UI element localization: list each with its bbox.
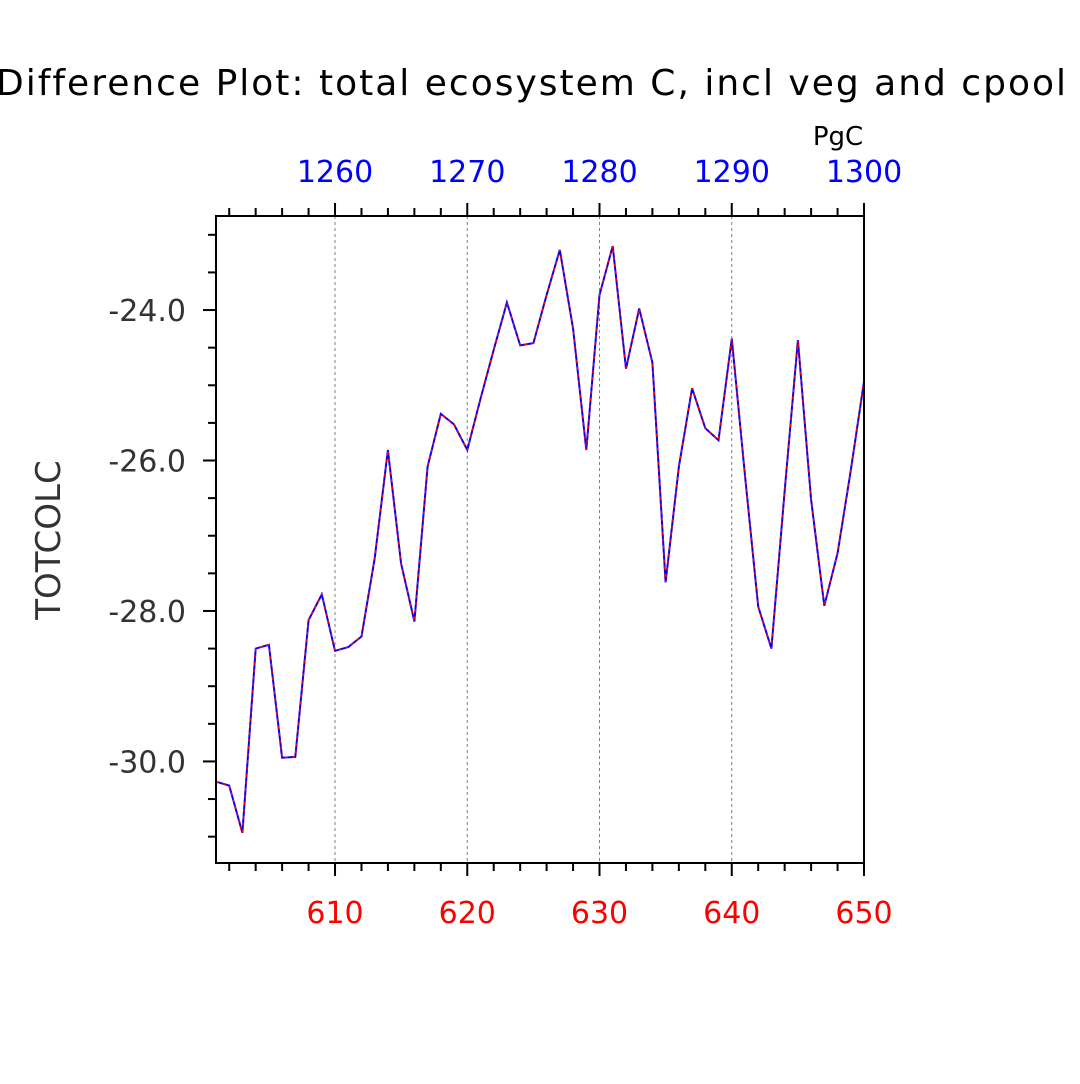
plot-frame (215, 215, 865, 864)
x-tick-label: 640 (703, 896, 760, 931)
top-x-tick-label: 1290 (694, 155, 770, 190)
series-line-overlay (215, 245, 865, 834)
x-tick-label: 620 (439, 896, 496, 931)
x-tick-label: 610 (306, 896, 363, 931)
top-x-tick-label: 1280 (561, 155, 637, 190)
chart-title: Difference Plot: total ecosystem C, incl… (0, 63, 1068, 104)
x-tick-label: 630 (571, 896, 628, 931)
x-tick-label: 650 (835, 896, 892, 931)
top-x-tick-label: 1270 (429, 155, 505, 190)
y-tick-label: -28.0 (108, 595, 186, 630)
tick-labels: 610 620 630 640 650 1260 1270 1280 1290 1300 -24.0… (108, 155, 902, 931)
y-tick-label: -30.0 (108, 745, 186, 780)
top-x-tick-label: 1260 (297, 155, 373, 190)
y-tick-label: -24.0 (108, 294, 186, 329)
grid-lines (334, 216, 733, 863)
axis-ticks (203, 203, 865, 876)
series-group (215, 245, 865, 834)
y-tick-label: -26.0 (108, 445, 186, 480)
series-line (215, 245, 865, 834)
top-axis-unit-label: PgC (813, 122, 863, 152)
y-axis-label: TOTCOLC (29, 460, 69, 621)
top-x-tick-label: 1300 (826, 155, 902, 190)
axes-frame (215, 215, 865, 864)
